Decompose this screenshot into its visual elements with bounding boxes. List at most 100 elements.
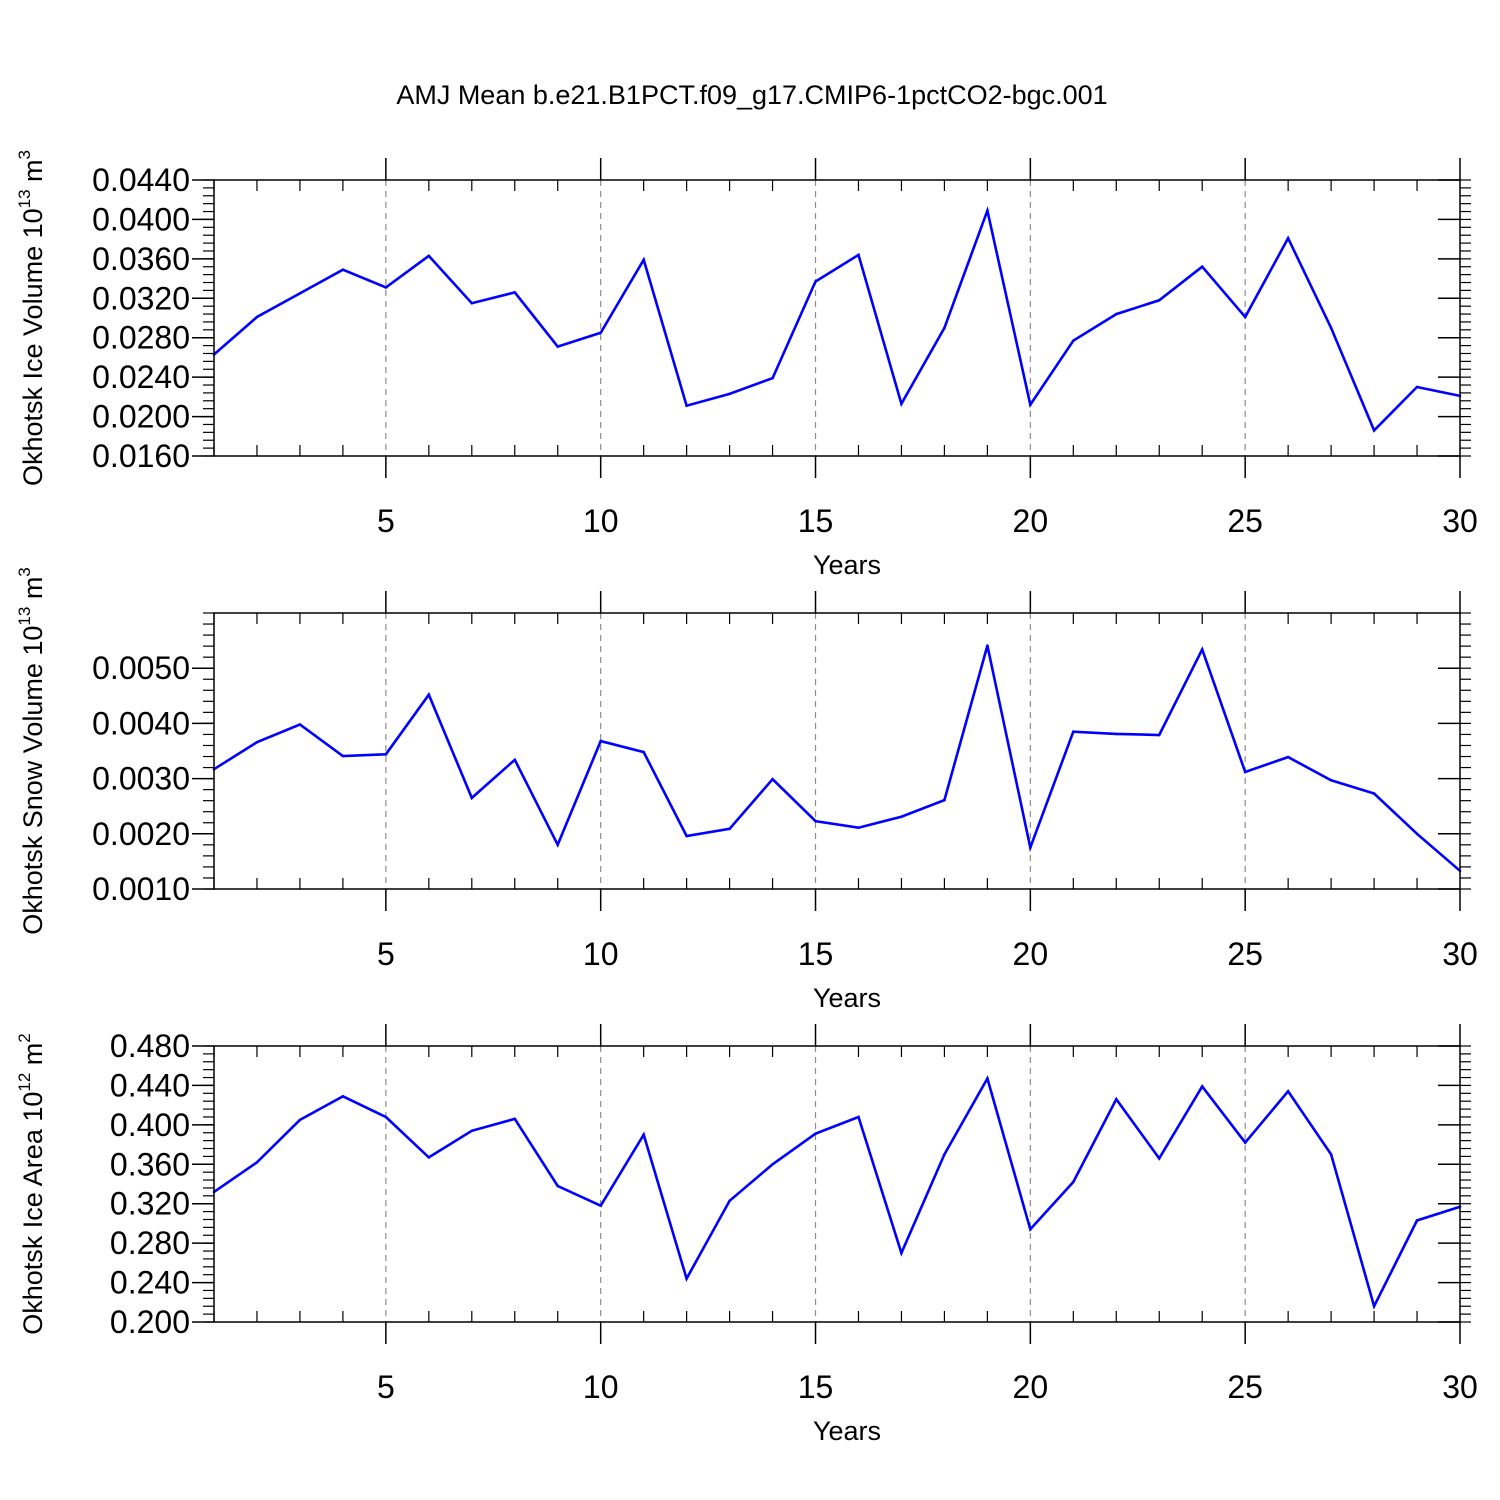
data-point [685, 1277, 688, 1280]
data-point [1286, 1090, 1290, 1093]
y-tick-label: 0.0050 [92, 650, 190, 686]
data-point [1029, 1228, 1032, 1231]
data-point [1072, 1180, 1075, 1184]
y-axis-label-exponent: 12 [15, 1073, 34, 1092]
y-tick-label: 0.360 [110, 1146, 190, 1182]
data-point [728, 827, 731, 831]
data-point [642, 1133, 645, 1137]
data-point [384, 1115, 388, 1119]
y-tick-label: 0.200 [110, 1304, 190, 1340]
y-tick-label: 0.0020 [92, 816, 190, 852]
y-tick-label: 0.0200 [92, 399, 190, 435]
data-point [556, 843, 560, 847]
data-point [1157, 1157, 1161, 1160]
data-point [857, 826, 860, 830]
data-point [427, 693, 431, 696]
y-axis-label-unit: m [18, 577, 48, 607]
data-point [1243, 315, 1247, 319]
data-point [986, 1077, 989, 1080]
data-point [728, 392, 731, 396]
y-tick-label: 0.0040 [92, 705, 190, 741]
x-tick-label: 15 [798, 1369, 834, 1405]
y-tick-label: 0.0400 [92, 201, 190, 237]
data-point [1200, 648, 1204, 651]
y-axis-label-exponent: 13 [15, 189, 34, 208]
x-tick-label: 15 [798, 503, 834, 539]
y-axis-label-unit: m [18, 159, 48, 189]
x-tick-label: 20 [1013, 503, 1049, 539]
y-axis-label-unit-exponent: 2 [15, 1033, 34, 1042]
data-point [556, 345, 560, 348]
data-point [771, 1162, 774, 1166]
data-point [1243, 1141, 1247, 1144]
data-point [1329, 1153, 1333, 1156]
y-tick-label: 0.400 [110, 1107, 190, 1143]
data-point [470, 1129, 474, 1133]
y-tick-label: 0.0010 [92, 871, 190, 907]
data-point [943, 326, 946, 330]
y-axis-label-exponent: 13 [15, 607, 34, 626]
x-axis-label: Years [813, 1416, 881, 1446]
data-point [771, 376, 774, 380]
data-point [255, 315, 259, 319]
y-tick-label: 0.280 [110, 1225, 190, 1261]
data-point [470, 796, 474, 800]
data-point [642, 258, 645, 262]
data-point [470, 301, 474, 305]
x-tick-label: 5 [377, 936, 395, 972]
x-tick-label: 25 [1227, 1369, 1263, 1405]
data-point [1243, 770, 1247, 774]
data-point [986, 644, 989, 647]
data-point [1415, 832, 1419, 836]
y-tick-label: 0.0320 [92, 280, 190, 316]
plot-frame [213, 612, 1461, 890]
y-axis-label: Okhotsk Snow Volume 1013 m3 [15, 567, 48, 935]
data-point [599, 739, 602, 743]
data-point [1157, 733, 1161, 737]
data-point [1200, 265, 1204, 269]
data-point [341, 1094, 345, 1098]
data-point [857, 253, 860, 257]
x-tick-label: 5 [377, 1369, 395, 1405]
plot-frame [213, 1045, 1461, 1323]
data-point [943, 798, 946, 802]
y-axis-label-unit: m [18, 1043, 48, 1073]
panel-snow-volume: 5 10 15 20 25 30 0.0010 0.0020 0.0030 0.0040 0.005… [15, 567, 1478, 1013]
data-point [986, 209, 989, 212]
data-point [255, 740, 259, 744]
y-axis-label: Okhotsk Ice Volume 1013 m3 [15, 150, 48, 486]
data-point [1329, 326, 1333, 330]
data-point [1157, 298, 1161, 302]
data-point [1372, 792, 1376, 795]
x-tick-label: 15 [798, 936, 834, 972]
data-point [1029, 403, 1032, 407]
data-point [685, 404, 688, 408]
data-point [1200, 1085, 1204, 1088]
x-axis-label: Years [813, 550, 881, 580]
data-point [255, 1161, 259, 1164]
data-point [599, 331, 602, 335]
x-tick-label: 10 [583, 1369, 619, 1405]
x-tick-label: 30 [1442, 503, 1478, 539]
data-point [427, 1156, 431, 1159]
data-point [298, 723, 302, 726]
plot-frame [213, 179, 1461, 457]
y-tick-label: 0.0360 [92, 241, 190, 277]
x-tick-label: 10 [583, 936, 619, 972]
y-axis-label: Okhotsk Ice Area 1012 m2 [15, 1033, 48, 1335]
data-point [341, 754, 345, 758]
data-point [1114, 312, 1118, 316]
x-tick-label: 20 [1013, 1369, 1049, 1405]
data-point [1329, 778, 1333, 782]
data-point [1372, 1304, 1376, 1308]
x-tick-label: 5 [377, 503, 395, 539]
data-point [556, 1184, 560, 1188]
data-point [1286, 236, 1290, 240]
data-point [1114, 732, 1118, 736]
data-point [513, 1117, 517, 1121]
data-point [857, 1115, 860, 1119]
x-tick-label: 30 [1442, 1369, 1478, 1405]
data-point [298, 292, 302, 295]
data-point [1415, 1219, 1419, 1222]
